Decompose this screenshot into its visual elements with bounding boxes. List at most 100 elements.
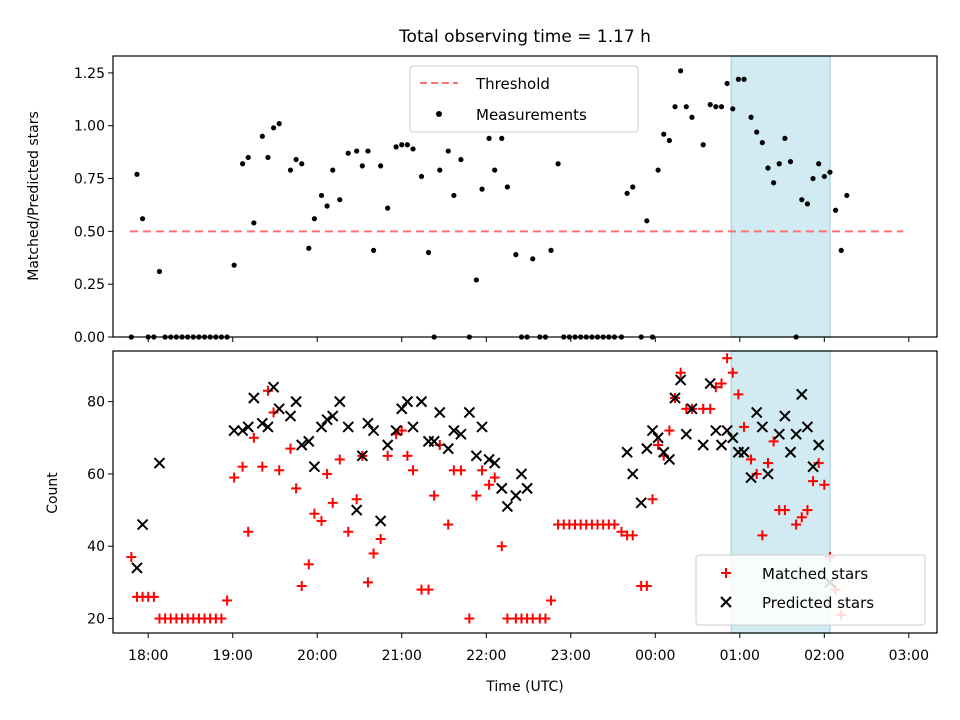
measurement-point (655, 167, 661, 173)
top-legend: Threshold Measurements (409, 65, 639, 133)
matched-star-marker (291, 483, 302, 494)
matched-star-marker (641, 581, 652, 591)
matched-star-marker (455, 465, 466, 476)
measurement-point (838, 247, 844, 253)
bottom-y-tick-label: 20 (87, 612, 105, 628)
top-y-tick-label: 0.00 (74, 330, 105, 346)
matched-star-marker (296, 581, 307, 591)
matched-star-marker (443, 519, 454, 530)
matched-star-marker (791, 519, 802, 530)
predicted-star-marker (762, 468, 774, 480)
measurement-point (713, 104, 719, 110)
matched-star-marker (675, 367, 686, 378)
top-legend-box (409, 65, 639, 133)
matched-star-marker (796, 512, 807, 523)
measurement-point (385, 205, 391, 211)
measurement-point (270, 125, 277, 131)
measurement-point (765, 165, 771, 171)
measurement-point (473, 277, 480, 283)
x-tick-label: 00:00 (635, 648, 675, 664)
predicted-star-marker (284, 410, 297, 422)
measurement-point (548, 247, 554, 253)
measurement-point (782, 135, 788, 141)
predicted-star-marker (489, 457, 501, 469)
top-shaded-interval (730, 55, 831, 338)
measurement-point (661, 131, 667, 137)
measurement-point (810, 175, 816, 182)
matched-star-marker (757, 530, 768, 541)
predicted-star-marker (756, 421, 769, 433)
measurement-point (404, 142, 410, 148)
predicted-star-marker (750, 406, 763, 419)
predicted-star-marker (807, 460, 819, 473)
matched-star-marker (802, 505, 813, 516)
measurement-point (672, 104, 678, 110)
predicted-star-marker (267, 381, 280, 393)
matched-star-marker (309, 508, 320, 519)
matched-star-marker (327, 497, 338, 508)
predicted-star-marker (680, 428, 692, 440)
top-y-axis-label: Matched/Predicted stars (26, 111, 42, 281)
matched-star-marker (375, 534, 386, 544)
measurement-point (787, 159, 794, 165)
measurement-point (844, 192, 850, 199)
matched-star-marker (540, 613, 551, 624)
predicted-star-marker (738, 446, 750, 458)
predicted-star-marker (396, 403, 408, 415)
measurement-point (354, 148, 360, 154)
legend-matched-label: Matched stars (762, 565, 868, 583)
matched-star-marker (496, 541, 507, 552)
bottom-axes-frame (112, 350, 938, 634)
matched-star-marker (477, 465, 488, 476)
measurement-point (492, 167, 498, 173)
predicted-star-marker (784, 446, 797, 458)
matched-star-marker (616, 526, 627, 537)
measurement-point (410, 146, 416, 152)
measurement-point (683, 104, 689, 110)
predicted-star-marker (669, 392, 681, 404)
measurement-point (504, 184, 510, 190)
top-y-tick-label: 1.00 (74, 119, 105, 135)
matched-star-marker (653, 440, 664, 450)
predicted-star-marker (663, 453, 676, 466)
predicted-star-marker (674, 374, 687, 386)
legend-threshold-label: Threshold (475, 75, 550, 93)
measurement-point (530, 256, 536, 262)
bottom-legend: Matched stars Predicted stars (695, 554, 926, 626)
measurement-point (299, 161, 305, 167)
predicted-star-marker (350, 504, 363, 516)
bottom-panel-plot-area (126, 353, 847, 624)
measurement-point (276, 121, 282, 127)
legend-measurements-swatch (436, 111, 442, 117)
predicted-star-marker (362, 417, 374, 430)
measurement-point (287, 167, 294, 173)
measurement-point (821, 173, 827, 180)
measurement-point (458, 156, 464, 163)
predicted-star-marker (401, 395, 414, 408)
top-y-tick-label: 0.75 (74, 172, 105, 188)
legend-predicted-label: Predicted stars (762, 594, 874, 612)
matched-star-marker (546, 595, 557, 606)
x-tick-label: 18:00 (128, 648, 168, 664)
measurement-point (445, 148, 451, 154)
measurement-point (399, 142, 405, 148)
measurement-point (730, 106, 736, 112)
measurement-point (318, 192, 325, 199)
predicted-star-marker (131, 562, 143, 574)
measurement-point (678, 68, 684, 74)
x-tick-label: 22:00 (466, 648, 506, 664)
predicted-star-marker (296, 439, 308, 451)
matched-star-marker (237, 461, 248, 472)
predicted-star-marker (779, 410, 791, 422)
predicted-star-marker (390, 424, 402, 437)
measurement-point (759, 140, 765, 146)
measurement-point (689, 114, 695, 120)
matched-star-marker (303, 559, 314, 570)
predicted-star-marker (483, 453, 495, 466)
matched-star-marker (274, 465, 285, 476)
matched-star-marker (609, 519, 620, 530)
matched-star-marker (216, 613, 227, 624)
matched-star-marker (229, 472, 240, 483)
predicted-star-marker (796, 388, 808, 401)
